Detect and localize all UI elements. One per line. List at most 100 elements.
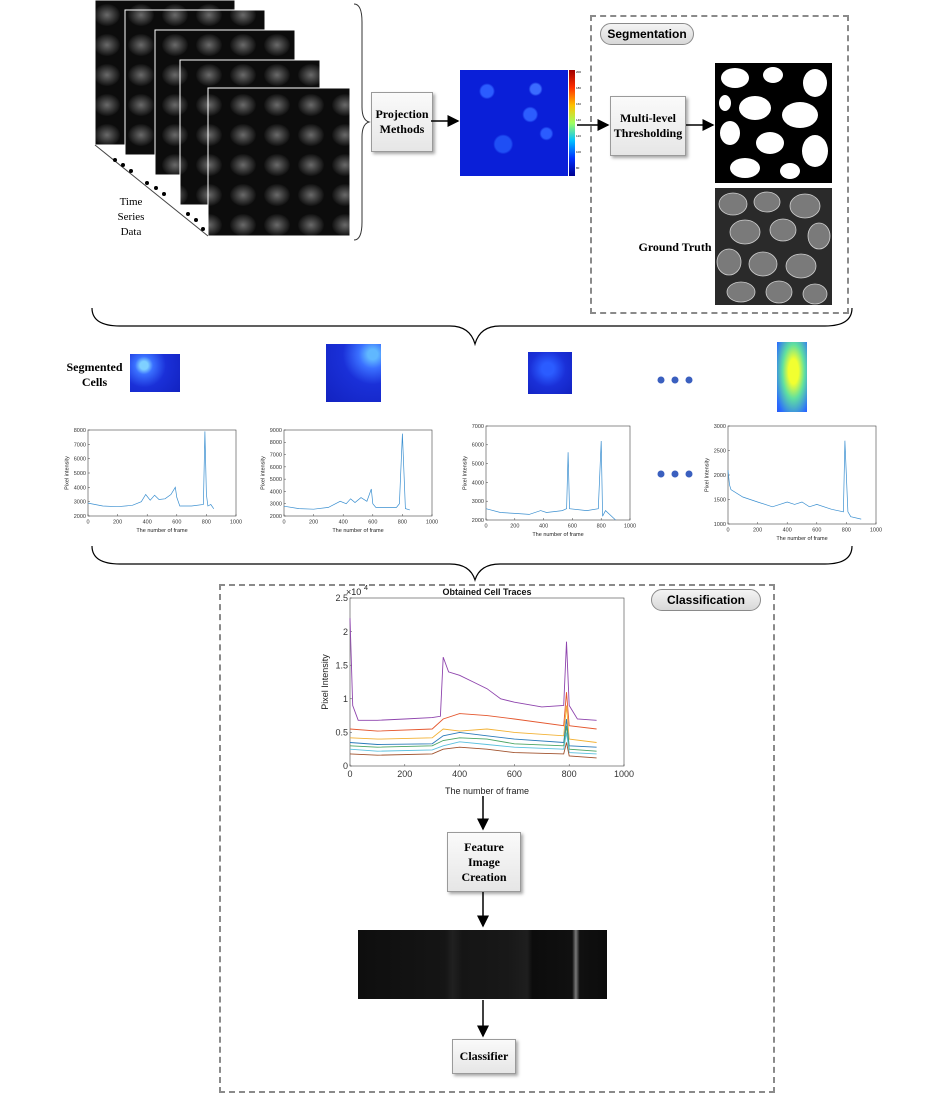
x-tick-label: 600 bbox=[172, 520, 181, 526]
y-tick-label: 1.5 bbox=[335, 660, 348, 670]
projection-heatmap bbox=[460, 70, 568, 176]
colorbar-tick: 160 bbox=[576, 102, 582, 106]
colorbar-tick: 200 bbox=[576, 70, 582, 74]
plot-area bbox=[485, 425, 631, 521]
x-tick-label: 200 bbox=[397, 769, 412, 779]
y-tick-label: 1500 bbox=[714, 497, 726, 503]
x-tick-label: 1000 bbox=[614, 769, 634, 779]
x-tick-label: 0 bbox=[86, 520, 89, 526]
x-tick-label: 0 bbox=[484, 524, 487, 530]
y-axis-label: Pixel intensity bbox=[261, 456, 267, 490]
y-multiplier: ×10 bbox=[346, 587, 361, 597]
x-tick-label: 600 bbox=[812, 528, 821, 534]
obtained-cell-traces-chart: 0 200 400 600 800 1000 0 0.5 1 1.5 2 2.5 The number … bbox=[320, 584, 634, 796]
x-tick-label: 200 bbox=[510, 524, 519, 530]
time-series-stack bbox=[90, 0, 355, 240]
classification-panel bbox=[219, 584, 775, 1093]
y-tick-label: 2000 bbox=[714, 473, 726, 479]
series-line-0 bbox=[87, 431, 215, 510]
y-tick-label: 0 bbox=[343, 761, 348, 771]
stack-brace bbox=[353, 3, 371, 241]
segmentation-panel bbox=[590, 15, 849, 314]
x-tick-label: 400 bbox=[452, 769, 467, 779]
y-tick-label: 6000 bbox=[74, 457, 86, 463]
ellipsis-dots-2 bbox=[656, 466, 696, 478]
feature-image bbox=[358, 930, 607, 999]
x-axis-label: The number of frame bbox=[332, 528, 383, 534]
series-line-0 bbox=[349, 618, 597, 721]
segmented-cell-4 bbox=[777, 342, 807, 412]
y-axis-label: Pixel Intensity bbox=[320, 654, 330, 710]
series-line-6 bbox=[349, 742, 597, 759]
y-tick-label: 2000 bbox=[270, 514, 282, 520]
classifier-box[interactable]: Classifier bbox=[452, 1039, 516, 1074]
ground-truth-label: Ground Truth bbox=[638, 240, 712, 254]
top-arrows bbox=[431, 115, 715, 131]
y-tick-label: 2000 bbox=[74, 514, 86, 520]
x-tick-label: 800 bbox=[202, 520, 211, 526]
trace-chart-2: 0 200 400 600 800 1000 2000 3000 4000 5000 6000 700… bbox=[261, 428, 439, 534]
x-axis-label: The number of frame bbox=[445, 786, 529, 796]
colorbar-tick: 100 bbox=[576, 150, 582, 154]
x-tick-label: 200 bbox=[753, 528, 762, 534]
series-line-5 bbox=[349, 732, 597, 755]
top-brace bbox=[91, 307, 853, 347]
series-line-0 bbox=[727, 440, 862, 520]
x-tick-label: 400 bbox=[539, 524, 548, 530]
thresholding-result-image bbox=[715, 63, 832, 183]
segmented-cell-2 bbox=[326, 344, 381, 402]
series-line-0 bbox=[485, 440, 616, 521]
segmented-cell-1 bbox=[130, 354, 180, 392]
y-tick-label: 6000 bbox=[270, 465, 282, 471]
trace-chart-1: 0 200 400 600 800 1000 2000 3000 4000 5000 6000 700… bbox=[65, 428, 243, 534]
x-tick-label: 200 bbox=[309, 520, 318, 526]
x-tick-label: 400 bbox=[339, 520, 348, 526]
segmented-cells-label: Segmented Cells bbox=[66, 360, 123, 389]
series-line-3 bbox=[349, 718, 597, 748]
x-axis-label: The number of frame bbox=[532, 532, 583, 538]
y-tick-label: 1 bbox=[343, 694, 348, 704]
y-tick-label: 8000 bbox=[74, 428, 86, 434]
x-tick-label: 0 bbox=[726, 528, 729, 534]
y-exponent: 4 bbox=[364, 584, 368, 592]
plot-area bbox=[87, 429, 237, 517]
y-tick-label: 3000 bbox=[270, 502, 282, 508]
x-tick-label: 800 bbox=[562, 769, 577, 779]
colorbar-ticks: 200 180 160 140 120 100 80 bbox=[576, 70, 588, 176]
y-tick-label: 7000 bbox=[270, 452, 282, 458]
multilevel-thresholding-box[interactable]: Multi-level Thresholding bbox=[610, 96, 686, 156]
y-tick-label: 3000 bbox=[74, 500, 86, 506]
classification-title: Classification bbox=[651, 589, 761, 611]
y-axis-label: Pixel Intensity bbox=[463, 456, 469, 490]
y-tick-label: 2 bbox=[343, 627, 348, 637]
y-tick-label: 7000 bbox=[74, 442, 86, 448]
colorbar bbox=[569, 70, 575, 176]
x-tick-label: 1000 bbox=[230, 520, 242, 526]
series-line-4 bbox=[349, 725, 597, 752]
colorbar-tick: 120 bbox=[576, 134, 582, 138]
y-tick-label: 3000 bbox=[472, 499, 484, 505]
trace-chart-3: 0 200 400 600 800 1000 2000 3000 4000 5000 6000 700… bbox=[463, 424, 637, 538]
x-tick-label: 400 bbox=[143, 520, 152, 526]
feature-image-creation-box[interactable]: Feature Image Creation bbox=[447, 832, 521, 892]
y-tick-label: 4000 bbox=[270, 489, 282, 495]
colorbar-tick: 80 bbox=[576, 166, 580, 170]
y-tick-label: 5000 bbox=[74, 471, 86, 477]
plot-area bbox=[349, 597, 625, 767]
plot-area bbox=[727, 425, 877, 525]
y-tick-label: 7000 bbox=[472, 424, 484, 430]
y-axis-label: Pixel intensity bbox=[65, 456, 71, 490]
ground-truth-image bbox=[715, 188, 832, 305]
projection-methods-box[interactable]: Projection Methods bbox=[371, 92, 433, 152]
chart-title: Obtained Cell Traces bbox=[442, 587, 531, 597]
x-tick-label: 600 bbox=[568, 524, 577, 530]
x-tick-label: 200 bbox=[113, 520, 122, 526]
y-tick-label: 4000 bbox=[74, 485, 86, 491]
x-axis-label: The number of frame bbox=[776, 536, 827, 542]
y-tick-label: 9000 bbox=[270, 428, 282, 434]
x-tick-label: 800 bbox=[398, 520, 407, 526]
x-axis-label: The number of frame bbox=[136, 528, 187, 534]
plot-area bbox=[283, 429, 433, 517]
y-tick-label: 3000 bbox=[714, 424, 726, 430]
